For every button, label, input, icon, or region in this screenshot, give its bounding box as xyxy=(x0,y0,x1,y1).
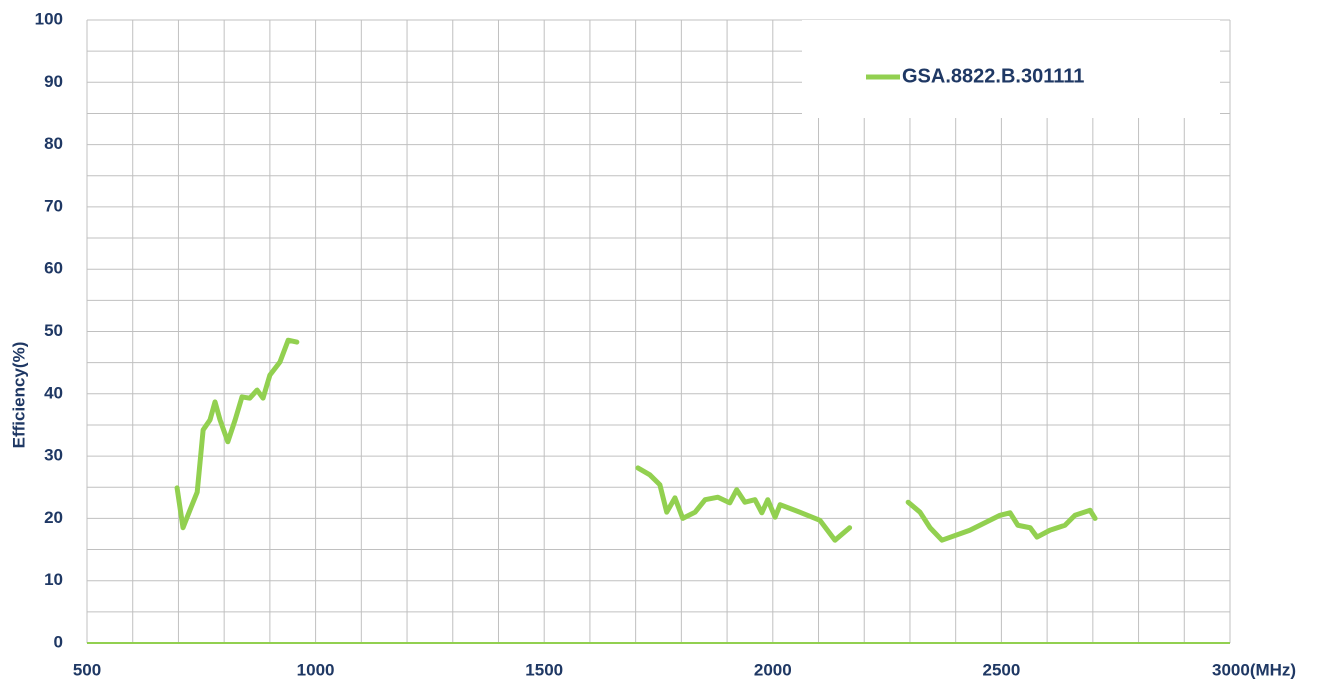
y-tick-label: 100 xyxy=(35,9,63,28)
y-tick-label: 10 xyxy=(44,570,63,589)
y-tick-label: 60 xyxy=(44,259,63,278)
y-tick-label: 80 xyxy=(44,134,63,153)
y-tick-label: 20 xyxy=(44,508,63,527)
x-tick-label: 1000 xyxy=(297,660,335,679)
y-axis-label: Efficiency(%) xyxy=(9,342,28,449)
y-tick-label: 40 xyxy=(44,383,63,402)
x-tick-label: 500 xyxy=(73,660,101,679)
x-tick-label: 2500 xyxy=(982,660,1020,679)
legend-label: GSA.8822.B.301111 xyxy=(902,65,1084,87)
y-tick-label: 90 xyxy=(44,72,63,91)
data-line xyxy=(174,337,1098,543)
legend xyxy=(802,20,1220,118)
y-tick-label: 30 xyxy=(44,446,63,465)
y-tick-label: 70 xyxy=(44,196,63,215)
y-tick-label: 50 xyxy=(44,321,63,340)
x-tick-label: 1500 xyxy=(525,660,563,679)
y-tick-label: 0 xyxy=(54,632,63,651)
x-tick-label: 3000(MHz) xyxy=(1212,660,1296,679)
x-tick-label: 2000 xyxy=(754,660,792,679)
